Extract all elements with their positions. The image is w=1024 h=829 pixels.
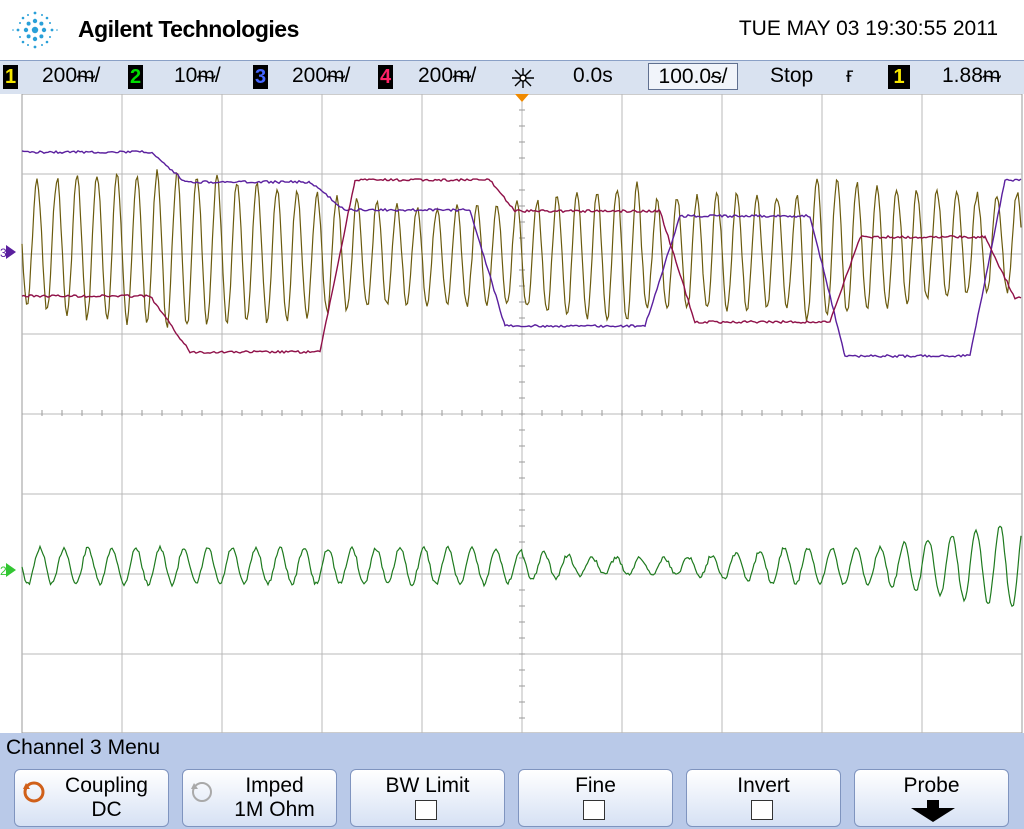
- coupling-label: Coupling: [65, 774, 148, 797]
- channel-2-ground-marker: [6, 563, 16, 577]
- run-state: Stop: [770, 64, 814, 87]
- softkey-bar: Coupling DC Imped 1M Ohm BW Limit Fine I…: [0, 763, 1024, 829]
- fine-label: Fine: [575, 774, 616, 797]
- invert-softkey[interactable]: Invert: [686, 769, 841, 827]
- menu-title: Channel 3 Menu: [0, 733, 1024, 763]
- bw-limit-softkey[interactable]: BW Limit: [350, 769, 505, 827]
- header: Agilent Technologies TUE MAY 03 19:30:55…: [0, 0, 1024, 60]
- channel-3-scale: 200ᵯ/: [292, 64, 351, 87]
- trace-ch3: [21, 149, 1022, 359]
- probe-label: Probe: [903, 774, 960, 797]
- channel-3-badge[interactable]: 3: [253, 65, 268, 89]
- trace-ch4: [21, 177, 1022, 354]
- probe-softkey[interactable]: Probe: [854, 769, 1009, 827]
- trigger-source-badge: 1: [888, 65, 910, 89]
- channel-4-scale: 200ᵯ/: [418, 64, 477, 87]
- impedance-softkey[interactable]: Imped 1M Ohm: [182, 769, 337, 827]
- channel-2-scale: 10ᵯ/: [174, 64, 221, 87]
- coupling-value: DC: [91, 798, 122, 821]
- trace-ch1: [21, 169, 1022, 328]
- agilent-logo-icon: [12, 11, 58, 49]
- channel-4-badge[interactable]: 4: [378, 65, 393, 89]
- channel-1-badge[interactable]: 1: [3, 65, 18, 89]
- trigger-position-marker: [515, 94, 529, 102]
- bw-limit-label: BW Limit: [385, 774, 470, 797]
- impedance-label: Imped: [245, 774, 304, 797]
- rotary-knob-icon: [23, 781, 45, 803]
- channel-3-ground-marker-label: 3: [0, 246, 7, 260]
- scope-status-bar: 1 200ᵯ/ 2 10ᵯ/ 3 200ᵯ/ 4 200ᵯ/ 0.0s 100.…: [0, 60, 1024, 95]
- timebase-value[interactable]: 100.0ᵴ/: [648, 63, 738, 90]
- channel-1-scale: 200ᵯ/: [42, 64, 101, 87]
- delay-value[interactable]: 0.0s: [573, 64, 613, 87]
- fine-softkey[interactable]: Fine: [518, 769, 673, 827]
- down-arrow-icon: [911, 800, 955, 822]
- bw-limit-checkbox-icon[interactable]: [415, 800, 437, 820]
- trace-ch2: [21, 525, 1022, 608]
- delay-icon: [512, 68, 534, 88]
- trigger-slope-icon: ғ: [846, 64, 854, 87]
- channel-2-ground-marker-label: 2: [0, 564, 7, 578]
- brand-title: Agilent Technologies: [78, 16, 299, 42]
- invert-label: Invert: [737, 774, 790, 797]
- channel-2-badge[interactable]: 2: [128, 65, 143, 89]
- channel-3-ground-marker: [6, 245, 16, 259]
- trigger-level: 1.88ᵯ: [942, 64, 1001, 87]
- rotary-knob-icon-disabled: [191, 782, 212, 802]
- coupling-softkey[interactable]: Coupling DC: [14, 769, 169, 827]
- date-time: TUE MAY 03 19:30:55 2011: [738, 17, 998, 40]
- waveform-display: 32: [0, 93, 1023, 734]
- fine-checkbox-icon[interactable]: [583, 800, 605, 820]
- invert-checkbox-icon[interactable]: [751, 800, 773, 820]
- impedance-value: 1M Ohm: [234, 798, 315, 821]
